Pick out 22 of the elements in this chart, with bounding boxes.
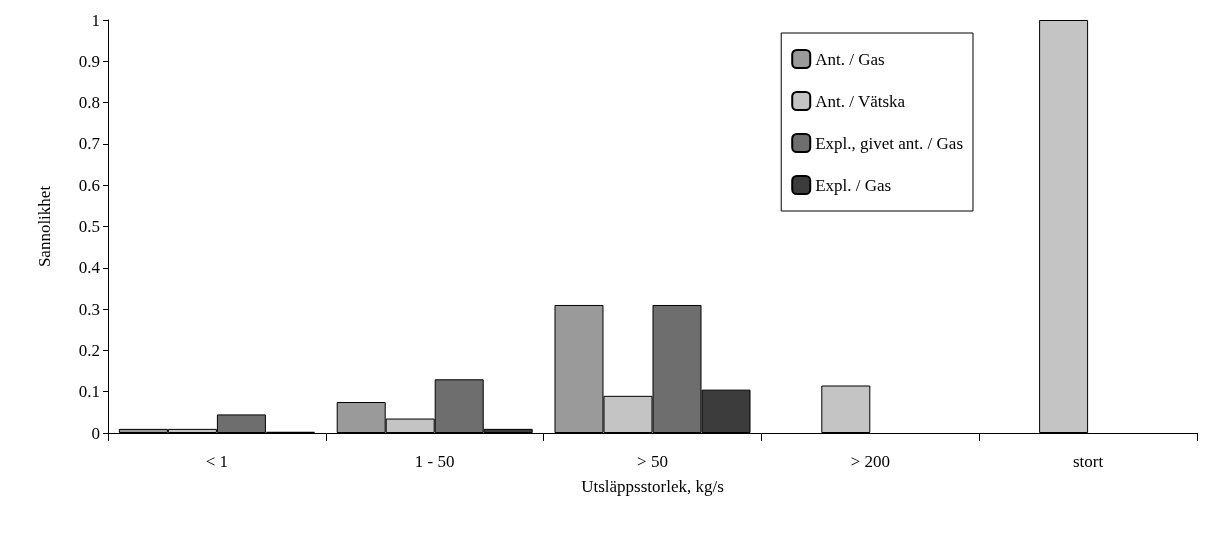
- x-tick-label: stort: [1072, 452, 1104, 471]
- y-tick-label: 0.1: [78, 382, 100, 402]
- legend-label: Expl. / Gas: [815, 175, 892, 195]
- y-tick-label: 0.9: [78, 51, 100, 71]
- y-tick-label: 0.3: [78, 299, 100, 319]
- y-tick-label: 0.4: [78, 258, 101, 278]
- x-tick-label: < 1: [205, 452, 229, 471]
- legend-label: Ant. / Vätska: [815, 91, 906, 111]
- y-tick-label: 0.6: [78, 175, 100, 195]
- x-tick-label: 1 - 50: [414, 452, 455, 471]
- x-tick-label: > 200: [850, 452, 890, 471]
- x-tick-label: > 50: [637, 452, 668, 471]
- legend-label: Expl., givet ant. / Gas: [815, 133, 963, 153]
- x-axis-title: Utsläppsstorlek, kg/s: [581, 477, 724, 496]
- y-tick-label: 0.2: [78, 340, 100, 360]
- y-tick-label: 1: [91, 10, 100, 30]
- y-tick-label: 0.5: [78, 217, 100, 236]
- y-tick-label: 0.7: [78, 134, 101, 154]
- legend-label: Ant. / Gas: [815, 49, 885, 69]
- y-tick-label: 0: [91, 423, 100, 443]
- y-axis-title: Sannolikhet: [35, 185, 54, 268]
- y-tick-label: 0.8: [78, 93, 100, 113]
